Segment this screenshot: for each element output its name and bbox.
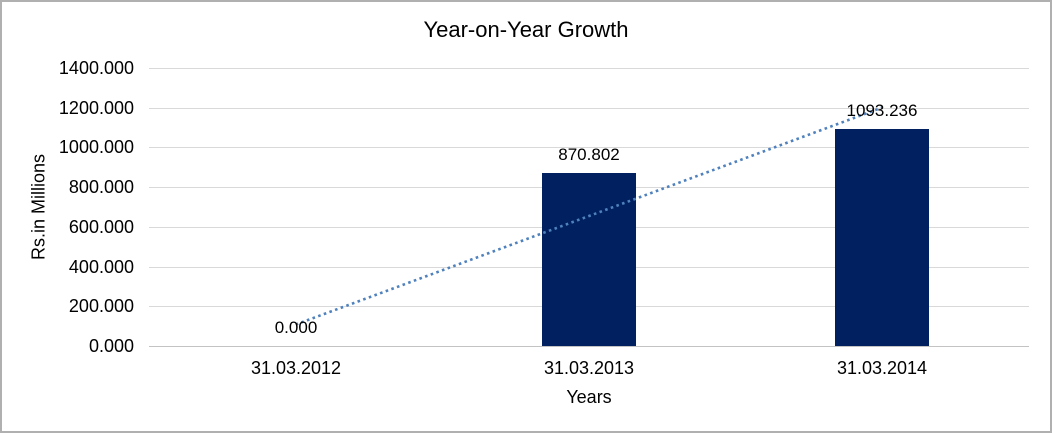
y-tick-label: 0.000 <box>88 336 134 356</box>
x-category-label: 31.03.2012 <box>250 358 342 378</box>
x-category-label: 31.03.2014 <box>836 358 928 378</box>
y-tick-label: 800.000 <box>68 177 134 197</box>
data-label: 870.802 <box>558 145 620 164</box>
gridline <box>149 68 1029 69</box>
y-tick-label: 1000.000 <box>58 137 134 157</box>
y-tick-label: 200.000 <box>68 296 134 316</box>
y-axis-title: Rs.in Millions <box>28 153 49 261</box>
bar-31.03.2014 <box>835 129 929 346</box>
y-tick-label: 600.000 <box>68 217 134 237</box>
bar-31.03.2013 <box>542 173 636 346</box>
y-tick-label: 1200.000 <box>58 98 134 118</box>
data-label: 0.000 <box>274 318 318 337</box>
x-axis-line <box>149 346 1029 347</box>
data-label: 1093.236 <box>846 101 918 120</box>
x-axis-title: Years <box>566 387 612 407</box>
y-tick-label: 400.000 <box>68 257 134 277</box>
y-tick-label: 1400.000 <box>58 58 134 78</box>
chart-title: Year-on-Year Growth <box>423 17 629 42</box>
x-category-label: 31.03.2013 <box>543 358 635 378</box>
